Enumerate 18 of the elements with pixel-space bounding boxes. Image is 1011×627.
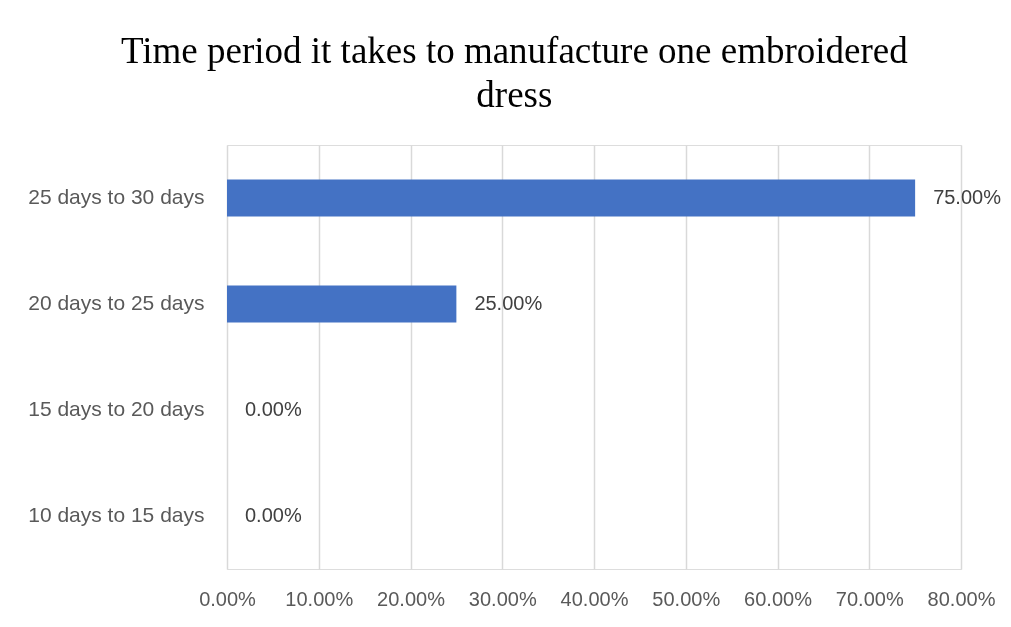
data-label: 0.00%	[245, 504, 302, 526]
x-tick-label: 50.00%	[652, 587, 721, 610]
x-tick-label: 40.00%	[560, 587, 629, 610]
x-tick-label: 80.00%	[927, 587, 996, 610]
x-tick-label: 10.00%	[285, 587, 354, 610]
y-tick-label: 25 days to 30 days	[28, 185, 205, 208]
x-tick-label: 70.00%	[835, 587, 904, 610]
y-tick-label: 10 days to 15 days	[28, 503, 205, 526]
x-tick-label: 20.00%	[377, 587, 446, 610]
y-tick-label: 20 days to 25 days	[28, 291, 205, 314]
data-label: 25.00%	[474, 292, 543, 314]
x-tick-label: 0.00%	[199, 587, 257, 610]
y-tick-label: 15 days to 20 days	[28, 397, 205, 420]
x-tick-label: 30.00%	[468, 587, 537, 610]
chart-title: Time period it takes to manufacture one embroidered dress	[120, 30, 909, 115]
x-tick-label: 60.00%	[744, 587, 813, 610]
data-label: 0.00%	[245, 398, 302, 420]
data-label: 75.00%	[933, 186, 1002, 208]
